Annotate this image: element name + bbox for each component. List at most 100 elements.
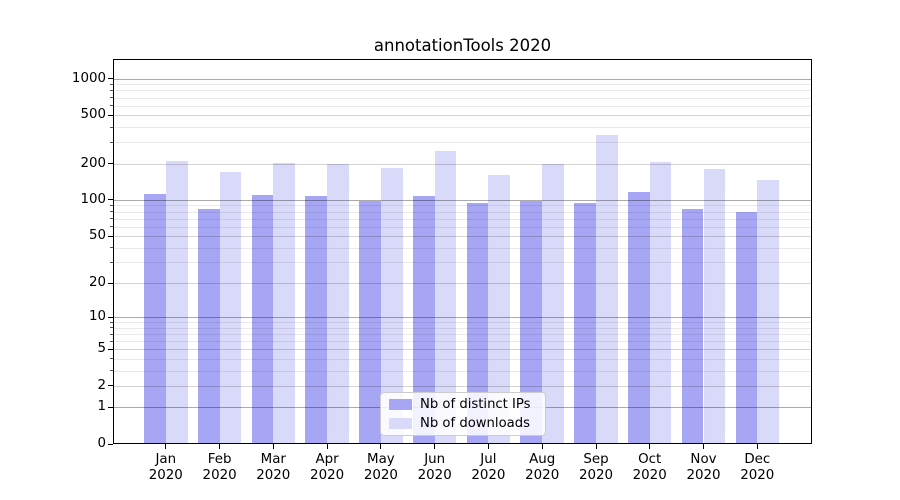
x-tick-label-line: Jun bbox=[424, 452, 446, 467]
gridline-minor bbox=[113, 97, 812, 99]
y-minor-tick-mark bbox=[110, 327, 113, 329]
bar-distinct-ips-jan-2020 bbox=[144, 194, 166, 444]
x-tick-label-apr-2020: Apr 2020 bbox=[287, 452, 367, 483]
x-tick-label-line: Oct bbox=[638, 452, 662, 467]
y-minor-tick-mark bbox=[110, 218, 113, 220]
x-tick-mark-7 bbox=[541, 444, 543, 449]
x-tick-label-line: 2020 bbox=[471, 467, 506, 483]
y-tick-label-500: 500 bbox=[80, 107, 106, 123]
y-minor-tick-mark bbox=[110, 358, 113, 360]
bar-downloads-nov-2020 bbox=[703, 169, 726, 444]
gridline-minor bbox=[113, 322, 812, 324]
x-tick-label-line: 2020 bbox=[310, 467, 345, 483]
x-tick-label-line: 2020 bbox=[525, 467, 560, 483]
x-tick-label-feb-2020: Feb 2020 bbox=[180, 452, 260, 483]
y-minor-tick-mark bbox=[110, 204, 113, 206]
y-tick-mark-1000 bbox=[108, 78, 113, 80]
x-tick-label-jan-2020: Jan 2020 bbox=[126, 452, 206, 483]
x-tick-label-line: 2020 bbox=[256, 467, 291, 483]
x-tick-label-sep-2020: Sep 2020 bbox=[556, 452, 636, 483]
y-tick-mark-200 bbox=[108, 163, 113, 164]
y-tick-mark-2 bbox=[108, 385, 113, 387]
bar-downloads-apr-2020 bbox=[327, 163, 349, 444]
y-tick-label-50: 50 bbox=[88, 228, 106, 244]
gridline-minor bbox=[113, 205, 812, 207]
x-tick-label-line: 2020 bbox=[686, 467, 721, 483]
y-minor-tick-mark bbox=[110, 126, 113, 128]
bar-distinct-ips-aug-2020 bbox=[520, 200, 543, 444]
bar-downloads-mar-2020 bbox=[273, 163, 296, 444]
gridline-minor bbox=[113, 142, 812, 144]
y-tick-label-1000: 1000 bbox=[71, 70, 106, 86]
y-tick-mark-0 bbox=[108, 443, 113, 445]
y-minor-tick-mark bbox=[110, 211, 113, 213]
bar-distinct-ips-feb-2020 bbox=[197, 209, 220, 444]
x-tick-label-line: Feb bbox=[207, 452, 232, 467]
x-tick-mark-4 bbox=[380, 444, 382, 449]
bar-distinct-ips-dec-2020 bbox=[735, 211, 758, 444]
y-minor-tick-mark bbox=[110, 370, 113, 372]
x-tick-label-line: 2020 bbox=[148, 467, 183, 483]
y-minor-tick-mark bbox=[110, 321, 113, 323]
x-tick-mark-9 bbox=[649, 444, 651, 449]
y-minor-tick-mark bbox=[110, 261, 113, 263]
y-minor-tick-mark bbox=[110, 340, 113, 342]
y-tick-mark-1 bbox=[108, 406, 113, 408]
gridline-minor bbox=[113, 84, 812, 86]
y-minor-tick-mark bbox=[110, 226, 113, 228]
bar-downloads-aug-2020 bbox=[542, 164, 564, 444]
x-tick-mark-5 bbox=[434, 444, 436, 449]
bar-distinct-ips-apr-2020 bbox=[305, 196, 328, 444]
x-tick-label-line: 2020 bbox=[363, 467, 398, 483]
x-tick-mark-2 bbox=[272, 444, 274, 449]
bar-distinct-ips-nov-2020 bbox=[681, 209, 704, 444]
x-tick-label-line: Jul bbox=[480, 452, 497, 467]
gridline-minor bbox=[113, 334, 812, 335]
y-tick-mark-50 bbox=[108, 235, 113, 237]
x-tick-label-line: Apr bbox=[315, 452, 339, 467]
legend-label: Nb of downloads bbox=[420, 415, 530, 431]
bar-downloads-may-2020 bbox=[380, 167, 403, 444]
x-tick-label-line: May bbox=[367, 452, 395, 467]
gridline-minor bbox=[113, 341, 812, 343]
x-tick-label-line: Dec bbox=[744, 452, 771, 467]
y-tick-label-200: 200 bbox=[80, 155, 106, 171]
x-tick-label-aug-2020: Aug 2020 bbox=[502, 452, 582, 483]
gridline-minor bbox=[113, 247, 812, 249]
y-tick-mark-20 bbox=[108, 282, 113, 284]
y-minor-tick-mark bbox=[110, 89, 113, 91]
gridline-minor bbox=[113, 370, 812, 372]
x-tick-mark-10 bbox=[703, 444, 704, 449]
bar-distinct-ips-may-2020 bbox=[359, 201, 381, 444]
bar-downloads-dec-2020 bbox=[757, 179, 780, 444]
gridline-500 bbox=[113, 115, 812, 117]
x-tick-label-line: 2020 bbox=[632, 467, 667, 483]
bar-downloads-jan-2020 bbox=[165, 161, 188, 444]
bar-downloads-sep-2020 bbox=[596, 135, 618, 444]
x-tick-label-line: Jan bbox=[155, 452, 177, 467]
gridline-2 bbox=[113, 385, 812, 387]
gridline-minor bbox=[113, 211, 812, 213]
y-tick-mark-10 bbox=[108, 316, 113, 318]
x-tick-label-may-2020: May 2020 bbox=[341, 452, 421, 483]
legend-item-downloads: Nb of downloads bbox=[389, 416, 537, 432]
gridline-minor bbox=[113, 327, 812, 329]
bar-downloads-jun-2020 bbox=[434, 150, 457, 444]
x-tick-mark-1 bbox=[219, 444, 221, 449]
bar-downloads-jul-2020 bbox=[488, 175, 511, 444]
bar-distinct-ips-jul-2020 bbox=[466, 202, 489, 444]
y-minor-tick-mark bbox=[110, 333, 113, 335]
x-tick-mark-8 bbox=[595, 444, 597, 449]
x-tick-label-jul-2020: Jul 2020 bbox=[448, 452, 528, 483]
y-tick-label-10: 10 bbox=[88, 309, 106, 325]
gridline-minor bbox=[113, 226, 812, 228]
bar-downloads-oct-2020 bbox=[649, 161, 672, 444]
legend-item-distinct-ips: Nb of distinct IPs bbox=[389, 397, 537, 413]
x-tick-mark-3 bbox=[326, 444, 328, 449]
gridline-1000 bbox=[113, 78, 812, 80]
x-tick-mark-11 bbox=[756, 444, 758, 449]
gridline-minor bbox=[113, 358, 812, 360]
y-tick-label-20: 20 bbox=[88, 275, 106, 290]
x-tick-label-nov-2020: Nov 2020 bbox=[664, 452, 744, 483]
plot-area bbox=[113, 59, 812, 444]
